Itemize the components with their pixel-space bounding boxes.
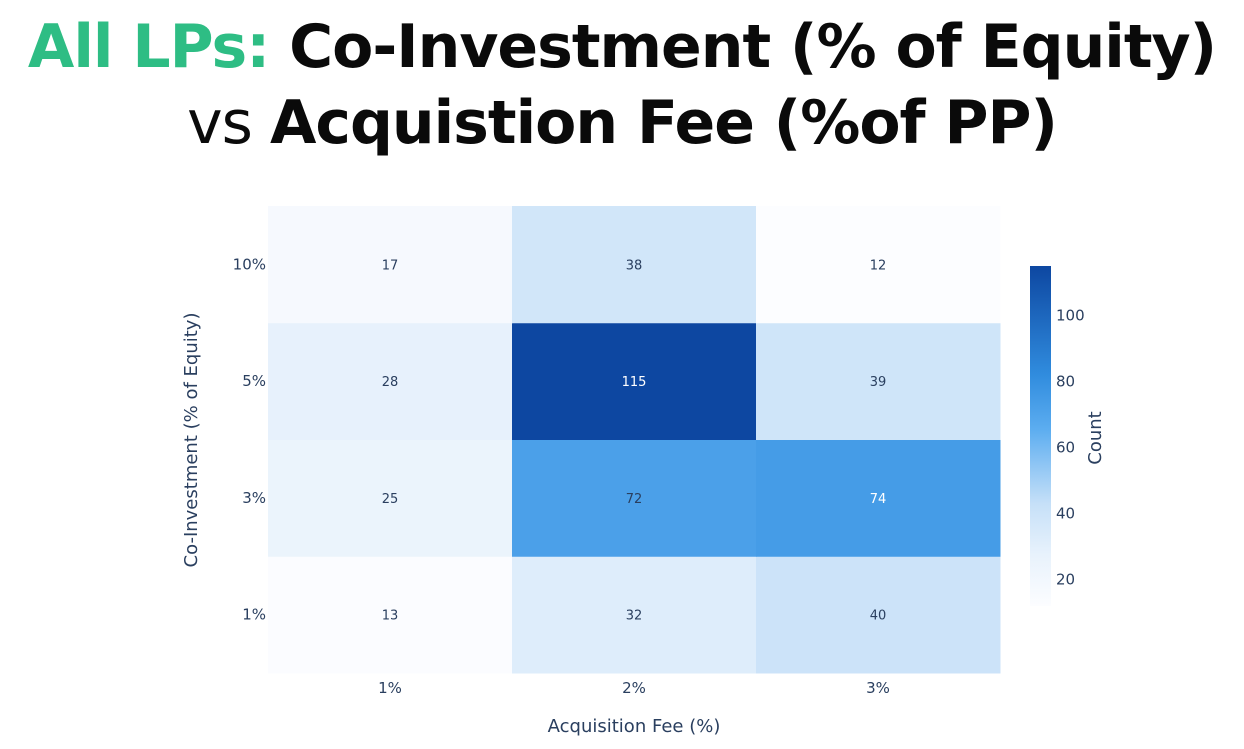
heatmap-cell: [756, 439, 1001, 557]
cell-value-label: 38: [626, 258, 643, 273]
title-main: Co-Investment (% of Equity): [289, 12, 1217, 82]
colorbar-title: Count: [1085, 411, 1106, 464]
cell-value-label: 40: [870, 609, 887, 624]
heatmap-cell: [512, 206, 757, 324]
cell-value-label: 17: [382, 258, 399, 273]
cell-value-label: 32: [626, 609, 643, 624]
y-axis-title: Co-Investment (% of Equity): [181, 313, 202, 568]
x-tick-label: 1%: [378, 679, 402, 697]
y-tick-label: 10%: [233, 255, 266, 273]
heatmap-cell: [756, 556, 1001, 674]
title-accent: All LPs:: [27, 12, 270, 82]
cell-value-label: 13: [382, 609, 399, 624]
y-tick-label: 5%: [242, 372, 266, 390]
y-tick-label: 1%: [242, 606, 266, 624]
chart-title-line-2: vs Acquistion Fee (%of PP): [0, 88, 1244, 158]
cell-value-label: 72: [626, 492, 643, 507]
heatmap-cell: [512, 556, 757, 674]
x-tick-label: 2%: [622, 679, 646, 697]
colorbar-tick-label: 40: [1056, 505, 1075, 523]
cell-value-label: 115: [622, 375, 647, 390]
heatmap-cell: [268, 556, 513, 674]
chart-title-line-1: All LPs: Co-Investment (% of Equity): [0, 12, 1244, 82]
colorbar-ticks: 20 40 60 80 100: [1056, 307, 1085, 589]
title-vs: vs: [187, 88, 253, 158]
cell-value-label: 74: [870, 492, 887, 507]
colorbar: [1030, 266, 1051, 606]
x-tick-label: 3%: [866, 679, 890, 697]
colorbar-tick-label: 60: [1056, 439, 1075, 457]
heatmap-cell: [756, 206, 1001, 324]
y-tick-label: 3%: [242, 489, 266, 507]
y-axis-ticks: 1% 3% 5% 10%: [233, 255, 266, 623]
heatmap-cell: [268, 322, 513, 440]
cell-value-label: 12: [870, 258, 887, 273]
heatmap-cell: [268, 439, 513, 557]
heatmap-cell: [512, 439, 757, 557]
colorbar-tick-label: 100: [1056, 307, 1085, 325]
heatmap-cell: [756, 322, 1001, 440]
cell-value-label: 39: [870, 375, 887, 390]
cell-value-label: 25: [382, 492, 399, 507]
x-axis-title: Acquisition Fee (%): [548, 716, 721, 737]
cell-value-label: 28: [382, 375, 399, 390]
heatmap-cell: [268, 206, 513, 324]
colorbar-tick-label: 80: [1056, 373, 1075, 391]
x-axis-ticks: 1% 2% 3%: [378, 679, 890, 697]
heatmap-cells: 13 32 40 25 72 74 28 115 39 17 38 12: [268, 206, 1001, 674]
title-sub: Acquistion Fee (%of PP): [269, 88, 1058, 158]
heatmap-cell: [512, 322, 757, 440]
colorbar-tick-label: 20: [1056, 571, 1075, 589]
